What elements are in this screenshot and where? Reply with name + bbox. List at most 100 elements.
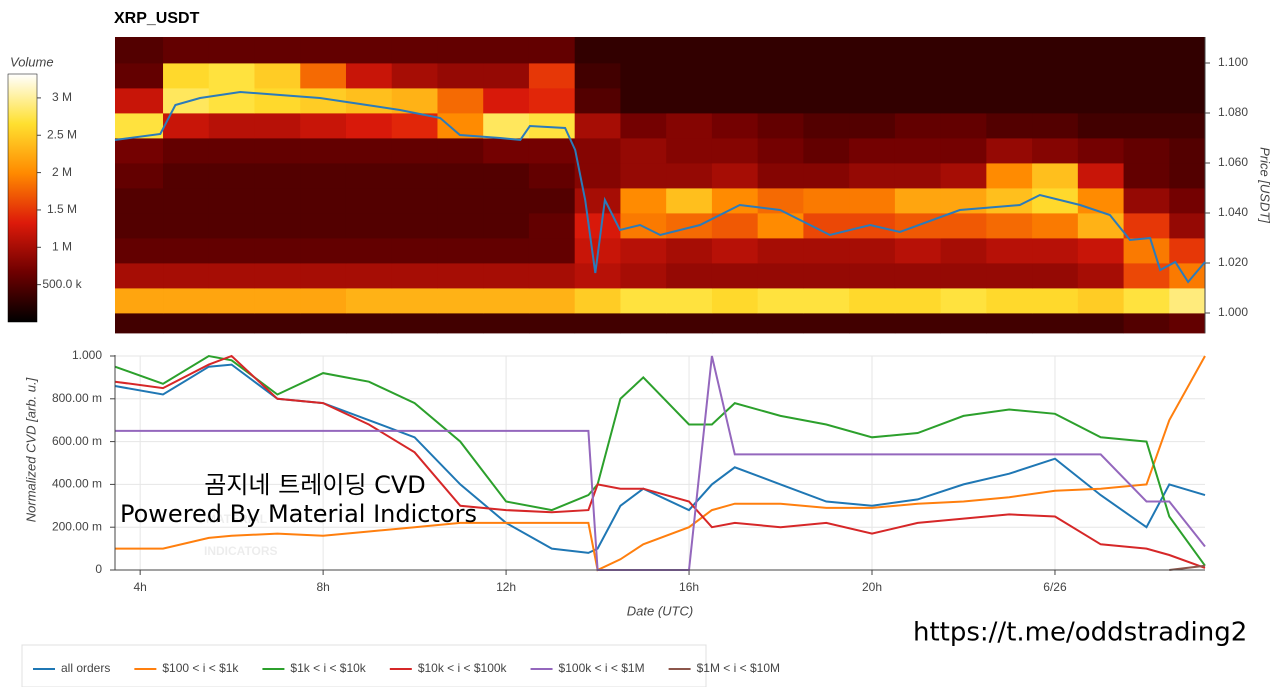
heat-cell bbox=[574, 88, 621, 114]
heat-cell bbox=[345, 163, 393, 189]
heat-cell bbox=[849, 37, 896, 64]
heat-cell bbox=[163, 163, 210, 189]
heat-cell bbox=[1123, 213, 1170, 239]
heat-cell bbox=[254, 138, 301, 164]
heat-cell bbox=[437, 88, 484, 114]
heat-cell bbox=[1169, 138, 1206, 164]
heat-cell bbox=[574, 188, 621, 214]
y-tick-label: 800.00 m bbox=[52, 391, 102, 405]
heat-cell bbox=[345, 113, 393, 139]
heat-cell bbox=[940, 163, 987, 189]
heat-cell bbox=[115, 313, 164, 334]
heat-cell bbox=[345, 313, 393, 334]
heat-cell bbox=[115, 88, 164, 114]
heat-cell bbox=[1077, 213, 1124, 239]
heat-cell bbox=[986, 213, 1033, 239]
cvd-line bbox=[1169, 564, 1206, 571]
cvd-plot: 0 200.00 m 400.00 m 600.00 m 800.00 m 1.000 4h… bbox=[52, 348, 1206, 594]
heat-cell bbox=[1169, 63, 1206, 89]
heat-cell bbox=[803, 63, 850, 89]
heat-cell bbox=[894, 37, 942, 64]
heat-cell bbox=[711, 163, 759, 189]
heat-cell bbox=[208, 63, 255, 89]
heat-cell bbox=[1123, 88, 1170, 114]
heat-cell bbox=[254, 238, 301, 264]
heat-cell bbox=[894, 288, 942, 314]
heat-cell bbox=[986, 313, 1033, 334]
heat-cell bbox=[574, 263, 621, 289]
heat-cell bbox=[483, 138, 530, 164]
heat-cell bbox=[986, 88, 1033, 114]
y-tick-label: 600.00 m bbox=[52, 434, 102, 448]
heat-cell bbox=[115, 213, 164, 239]
heat-cell bbox=[208, 313, 255, 334]
heat-cell bbox=[345, 188, 393, 214]
heat-cell bbox=[894, 163, 942, 189]
cvd-line bbox=[114, 354, 1206, 569]
heat-cell bbox=[300, 37, 347, 64]
price-tick-label: 1.060 bbox=[1218, 155, 1248, 169]
heat-cell bbox=[163, 313, 210, 334]
colorbar-tick-label: 500.0 k bbox=[42, 277, 82, 291]
x-axis-title: Date (UTC) bbox=[627, 603, 693, 618]
x-tick-label: 16h bbox=[679, 580, 699, 594]
heat-cell bbox=[1169, 313, 1206, 334]
price-axis-title: Price [USDT] bbox=[1258, 147, 1273, 223]
heat-cell bbox=[1077, 238, 1124, 264]
heat-cell bbox=[528, 138, 576, 164]
heat-cell bbox=[483, 37, 530, 64]
heat-cell bbox=[711, 313, 759, 334]
colorbar-tick-label: 2.5 M bbox=[47, 127, 77, 141]
y-tick-label: 1.000 bbox=[72, 348, 102, 362]
heat-cell bbox=[483, 263, 530, 289]
heat-cell bbox=[757, 37, 804, 64]
heat-cell bbox=[115, 163, 164, 189]
legend-label: $1k < i < $10k bbox=[290, 661, 366, 675]
heat-cell bbox=[986, 37, 1033, 64]
heat-cell bbox=[163, 263, 210, 289]
heat-cell bbox=[528, 313, 576, 334]
heat-cell bbox=[1169, 163, 1206, 189]
heat-cell bbox=[1123, 138, 1170, 164]
heat-cell bbox=[620, 138, 667, 164]
heat-cell bbox=[666, 88, 713, 114]
heat-cell bbox=[894, 238, 942, 264]
heat-cell bbox=[115, 63, 164, 89]
heat-cell bbox=[254, 113, 301, 139]
heat-cell bbox=[803, 37, 850, 64]
heat-cell bbox=[345, 238, 393, 264]
heat-cell bbox=[666, 288, 713, 314]
heat-cell bbox=[163, 288, 210, 314]
heat-cell bbox=[115, 188, 164, 214]
heat-cell bbox=[620, 163, 667, 189]
heat-cell bbox=[115, 138, 164, 164]
x-tick-label: 6/26 bbox=[1043, 580, 1067, 594]
heat-cell bbox=[666, 313, 713, 334]
x-tick-label: 8h bbox=[316, 580, 329, 594]
heat-cell bbox=[528, 163, 576, 189]
chart-title: XRP_USDT bbox=[114, 10, 200, 27]
heat-cell bbox=[849, 288, 896, 314]
heat-cell bbox=[849, 138, 896, 164]
heat-cell bbox=[437, 238, 484, 264]
heat-cell bbox=[1077, 288, 1124, 314]
heat-cell bbox=[574, 138, 621, 164]
x-tick-label: 20h bbox=[862, 580, 882, 594]
heat-cell bbox=[528, 188, 576, 214]
heat-cell bbox=[163, 37, 210, 64]
heat-cell bbox=[163, 113, 210, 139]
heat-cell bbox=[1077, 37, 1124, 64]
heat-cell bbox=[803, 263, 850, 289]
heat-cell bbox=[666, 263, 713, 289]
heat-cell bbox=[528, 88, 576, 114]
heat-cell bbox=[711, 263, 759, 289]
heat-cell bbox=[345, 288, 393, 314]
heat-cell bbox=[208, 263, 255, 289]
heat-cell bbox=[345, 37, 393, 64]
heat-cell bbox=[1169, 188, 1206, 214]
heat-cell bbox=[163, 63, 210, 89]
heat-cell bbox=[115, 37, 164, 64]
heat-cell bbox=[940, 213, 987, 239]
